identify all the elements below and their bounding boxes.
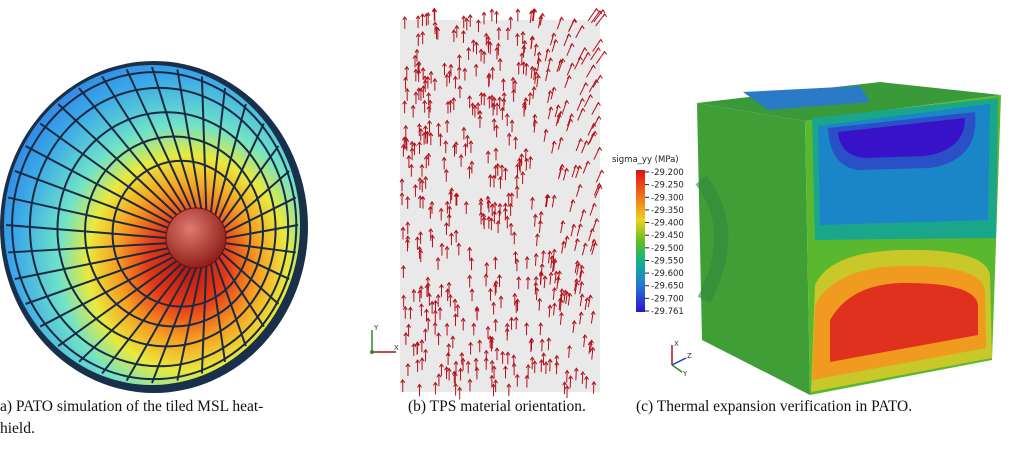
axis-label-x: X bbox=[394, 344, 399, 352]
colorbar-label: -29.600 bbox=[651, 269, 684, 279]
arrow-head bbox=[603, 14, 607, 17]
colorbar-label: -29.300 bbox=[651, 193, 684, 203]
nose-sphere bbox=[166, 208, 226, 268]
arrow-head bbox=[560, 17, 564, 20]
colorbar-label: -29.500 bbox=[651, 244, 684, 254]
colorbar-label: -29.450 bbox=[651, 231, 684, 241]
arrow bbox=[525, 98, 526, 110]
axis-label-z: Z bbox=[687, 352, 692, 360]
cube bbox=[697, 82, 1001, 395]
caption-a: a) PATO simulation of the tiled MSL heat… bbox=[0, 398, 263, 415]
arrow bbox=[526, 64, 527, 76]
heat-shield bbox=[0, 61, 308, 393]
caption-b: (b) TPS material orientation. bbox=[408, 398, 586, 415]
axis-label-y: Y bbox=[373, 324, 379, 332]
caption-a: hield. bbox=[0, 420, 35, 437]
arrow-head bbox=[595, 9, 599, 12]
caption-c: (c) Thermal expansion verification in PA… bbox=[636, 398, 912, 415]
colorbar-title: sigma_yy (MPa) bbox=[612, 155, 679, 165]
axes-triad-c: X Z Y bbox=[672, 340, 692, 378]
arrow bbox=[576, 368, 577, 380]
colorbar-label: -29.350 bbox=[651, 206, 684, 216]
figure: Y X sigma_yy (MPa) -29.200 -29.250 -29.300… bbox=[0, 0, 1021, 465]
colorbar-label: -29.250 bbox=[651, 181, 684, 191]
arrow bbox=[539, 299, 540, 311]
colorbar-label: -29.400 bbox=[651, 219, 684, 229]
colorbar bbox=[636, 170, 645, 312]
colorbar-label: -29.700 bbox=[651, 294, 684, 304]
arrow bbox=[536, 288, 537, 300]
arrow bbox=[582, 372, 583, 384]
arrow bbox=[548, 338, 549, 350]
colorbar-label: -29.761 bbox=[651, 307, 684, 317]
arrow bbox=[535, 282, 536, 294]
colorbar-labels: -29.200 -29.250 -29.300 -29.350 -29.400 -29.4… bbox=[645, 168, 684, 317]
arrow-head bbox=[600, 170, 604, 173]
axis-label-x: X bbox=[674, 340, 679, 348]
axes-triad-b: Y X bbox=[370, 324, 399, 354]
colorbar-label: -29.200 bbox=[651, 168, 684, 178]
axis-label-y: Y bbox=[682, 370, 688, 378]
colorbar-label: -29.550 bbox=[651, 256, 684, 266]
colorbar-label: -29.650 bbox=[651, 282, 684, 292]
arrow-head bbox=[603, 52, 607, 55]
